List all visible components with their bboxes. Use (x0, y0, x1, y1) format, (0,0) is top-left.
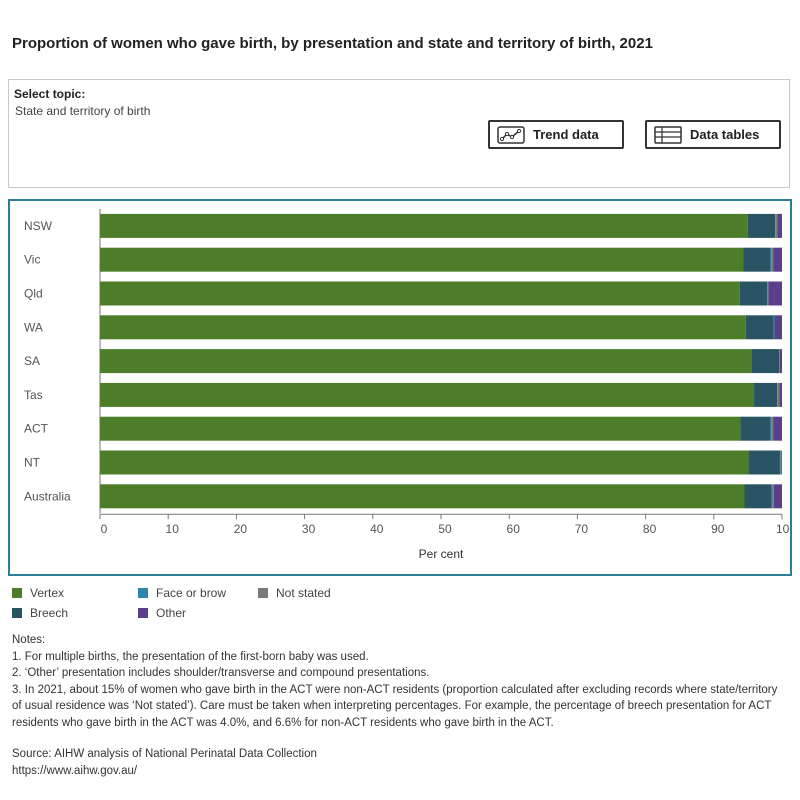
bar-breech-sa (751, 349, 780, 374)
bar-face-or-brow-tas (777, 382, 778, 407)
legend-item-not-stated[interactable]: Not stated (258, 586, 331, 600)
x-tick-label: 100 (776, 522, 790, 536)
bar-breech-nsw (747, 213, 776, 238)
bar-breech-qld (739, 281, 767, 306)
bar-vertex-qld (100, 281, 740, 306)
bar-other-sa (779, 349, 782, 374)
bar-vertex-wa (100, 315, 746, 340)
legend-swatch (138, 608, 148, 618)
x-axis-title: Per cent (419, 547, 464, 561)
x-tick-label: 90 (711, 522, 725, 536)
bar-not-stated-tas (777, 382, 780, 407)
legend-label: Vertex (30, 586, 65, 600)
bar-not-stated-vic (771, 247, 774, 272)
legend-item-face-or-brow[interactable]: Face or brow (138, 586, 226, 600)
chart-title: Proportion of women who gave birth, by p… (12, 35, 653, 52)
category-label-act: ACT (24, 422, 49, 436)
legend-item-vertex[interactable]: Vertex (12, 586, 64, 600)
topic-label: Select topic: (14, 87, 86, 101)
legend-item-other[interactable]: Other (138, 606, 186, 620)
x-tick-label: 60 (507, 522, 521, 536)
legend-item-breech[interactable]: Breech (12, 606, 68, 620)
table-icon (654, 125, 682, 144)
bar-vertex-tas (100, 382, 755, 407)
bar-other-wa (774, 315, 782, 340)
trend-data-label: Trend data (533, 127, 599, 142)
x-tick-label: 50 (438, 522, 452, 536)
bar-not-stated-nt (780, 450, 782, 475)
category-label-nsw: NSW (24, 219, 53, 233)
bar-other-nt (781, 450, 782, 475)
bar-face-or-brow-vic (770, 247, 772, 272)
x-tick-label: 20 (234, 522, 248, 536)
source-link[interactable]: https://www.aihw.gov.au/ (12, 765, 138, 777)
bar-breech-australia (744, 484, 772, 509)
x-tick-label: 70 (575, 522, 589, 536)
legend-label: Face or brow (156, 586, 227, 600)
legend-swatch (12, 608, 22, 618)
category-label-sa: SA (24, 354, 40, 368)
bar-breech-vic (743, 247, 771, 272)
legend-label: Breech (30, 606, 69, 620)
category-label-wa: WA (24, 320, 43, 334)
bar-vertex-nsw (100, 213, 748, 238)
data-tables-label: Data tables (690, 127, 760, 142)
category-label-australia: Australia (24, 489, 71, 503)
topic-selector-panel: Select topic: State and territory of bir… (8, 79, 790, 188)
bar-not-stated-act (771, 416, 774, 441)
category-label-nt: NT (24, 456, 41, 470)
bar-face-or-brow-sa (779, 349, 780, 374)
bar-other-tas (779, 382, 782, 407)
legend-swatch (258, 588, 268, 598)
source-section: Source: AIHW analysis of National Perina… (12, 746, 317, 780)
bar-vertex-nt (100, 450, 749, 475)
line-chart-icon (497, 125, 525, 144)
x-tick-label: 30 (302, 522, 316, 536)
notes-section: Notes: 1. For multiple births, the prese… (12, 632, 788, 731)
bar-breech-act (740, 416, 771, 441)
bar-face-or-brow-act (770, 416, 772, 441)
bar-vertex-australia (100, 484, 745, 509)
bar-vertex-sa (100, 349, 752, 374)
trend-data-button[interactable]: Trend data (488, 120, 624, 149)
bar-not-stated-nsw (775, 213, 778, 238)
legend-label: Other (156, 606, 187, 620)
bar-breech-nt (748, 450, 780, 475)
bar-face-or-brow-qld (766, 281, 768, 306)
notes-heading: Notes: (12, 634, 46, 646)
bar-other-qld (768, 281, 782, 306)
x-tick-label: 40 (370, 522, 384, 536)
x-tick-label: 0 (101, 522, 108, 536)
category-label-tas: Tas (24, 388, 43, 402)
bar-vertex-vic (100, 247, 744, 272)
bar-vertex-act (100, 416, 741, 441)
bar-other-australia (773, 484, 782, 509)
bar-breech-wa (745, 315, 774, 340)
legend-label: Not stated (276, 586, 331, 600)
note-item: 2. ‘Other’ presentation includes shoulde… (12, 667, 430, 679)
bar-face-or-brow-nsw (775, 213, 776, 238)
bar-other-vic (773, 247, 782, 272)
category-label-vic: Vic (24, 253, 40, 267)
legend-swatch (12, 588, 22, 598)
topic-dropdown[interactable]: State and territory of birth (15, 104, 151, 118)
bar-not-stated-qld (767, 281, 769, 306)
bar-other-nsw (777, 213, 782, 238)
note-item: 3. In 2021, about 15% of women who gave … (12, 683, 778, 729)
bar-breech-tas (754, 382, 778, 407)
bar-face-or-brow-nt (779, 450, 781, 475)
bar-face-or-brow-australia (771, 484, 773, 509)
category-label-qld: Qld (24, 287, 43, 301)
bar-not-stated-australia (772, 484, 774, 509)
stacked-bar-chart: NSW Vic Qld WA SA Tas ACT NT Australia 0 10 20 30 40 5… (24, 209, 790, 561)
x-tick-label: 80 (643, 522, 657, 536)
bar-other-act (773, 416, 782, 441)
data-tables-button[interactable]: Data tables (645, 120, 781, 149)
bar-face-or-brow-wa (773, 315, 775, 340)
chart-container: NSW Vic Qld WA SA Tas ACT NT Australia 0 10 20 30 40 5… (8, 199, 792, 576)
note-item: 1. For multiple births, the presentation… (12, 650, 369, 663)
x-tick-label: 10 (166, 522, 180, 536)
legend-swatch (138, 588, 148, 598)
source-text: Source: AIHW analysis of National Perina… (12, 748, 317, 760)
